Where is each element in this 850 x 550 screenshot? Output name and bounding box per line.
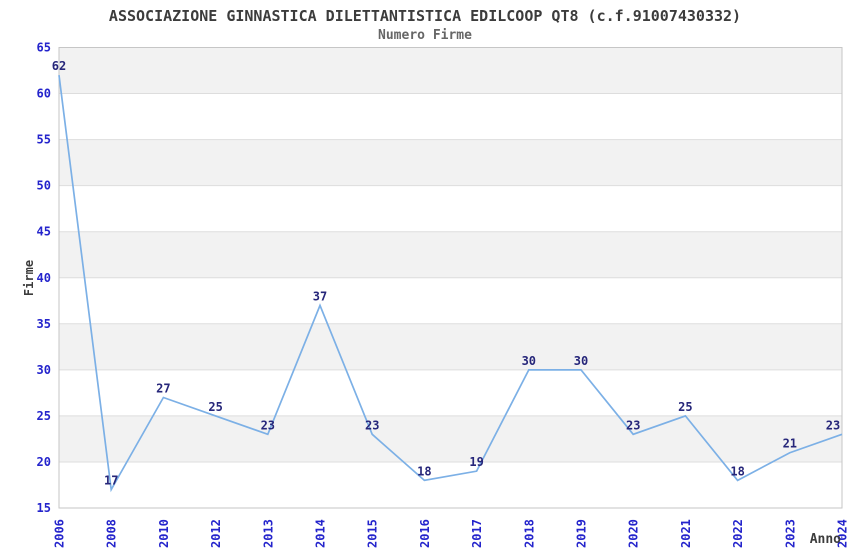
y-tick-label: 50 [37, 179, 51, 193]
x-tick-label: 2021 [679, 519, 693, 548]
x-tick-label: 2022 [731, 519, 745, 548]
x-axis-title: Anno [809, 532, 841, 547]
data-point-label: 23 [626, 418, 640, 432]
x-tick-label: 2012 [209, 519, 223, 548]
x-tick-label: 2020 [627, 519, 641, 548]
chart-subtitle: Numero Firme [378, 28, 472, 43]
plot-band [59, 323, 842, 370]
plot-band [59, 415, 842, 462]
data-point-label: 18 [417, 464, 431, 478]
data-point-label: 25 [208, 400, 222, 414]
data-point-label: 21 [783, 437, 797, 451]
data-line [58, 75, 843, 493]
y-tick-label: 30 [37, 363, 51, 377]
plot-band [59, 185, 842, 232]
data-point-label: 30 [574, 354, 588, 368]
data-point-label: 23 [826, 418, 840, 432]
plot-band [59, 277, 842, 324]
x-tick-label: 2017 [470, 519, 484, 548]
y-tick-label: 25 [37, 409, 51, 423]
plot-band [59, 139, 842, 186]
x-tick-label: 2014 [314, 519, 328, 548]
plot-band [59, 93, 842, 140]
y-tick-label: 55 [37, 133, 51, 147]
plot-band [59, 231, 842, 278]
y-tick-label: 40 [37, 271, 51, 285]
plot-border [58, 47, 843, 509]
x-tick-label: 2018 [522, 519, 536, 548]
data-point-label: 25 [678, 400, 692, 414]
x-tick-label: 2016 [418, 519, 432, 548]
data-point-label: 19 [469, 455, 483, 469]
x-tick-label: 2006 [53, 519, 67, 548]
data-point-label: 37 [313, 289, 327, 303]
y-tick-label: 15 [37, 501, 51, 515]
y-tick-label: 20 [37, 455, 51, 469]
data-point-label: 30 [522, 354, 536, 368]
data-point-label: 27 [156, 381, 170, 395]
data-point-label: 23 [365, 418, 379, 432]
data-point-label: 17 [104, 474, 118, 488]
plot-band [59, 47, 842, 94]
chart-title: ASSOCIAZIONE GINNASTICA DILETTANTISTICA … [108, 7, 742, 25]
y-tick-label: 65 [37, 41, 51, 55]
x-tick-label: 2013 [261, 519, 275, 548]
x-tick-label: 2010 [157, 519, 171, 548]
x-tick-label: 2019 [575, 519, 589, 548]
plot-band [59, 369, 842, 416]
x-tick-label: 2023 [783, 519, 797, 548]
y-axis-title: Firme [22, 259, 36, 297]
y-tick-label: 60 [37, 87, 51, 101]
y-tick-label: 35 [37, 317, 51, 331]
plot-band [59, 461, 842, 508]
data-point-label: 62 [52, 59, 66, 73]
x-tick-label: 2015 [366, 519, 380, 548]
y-tick-label: 45 [37, 225, 51, 239]
x-tick-label: 2008 [105, 519, 119, 548]
data-point-label: 18 [730, 464, 744, 478]
x-tick-label: 2024 [836, 519, 850, 548]
data-point-label: 23 [261, 418, 275, 432]
